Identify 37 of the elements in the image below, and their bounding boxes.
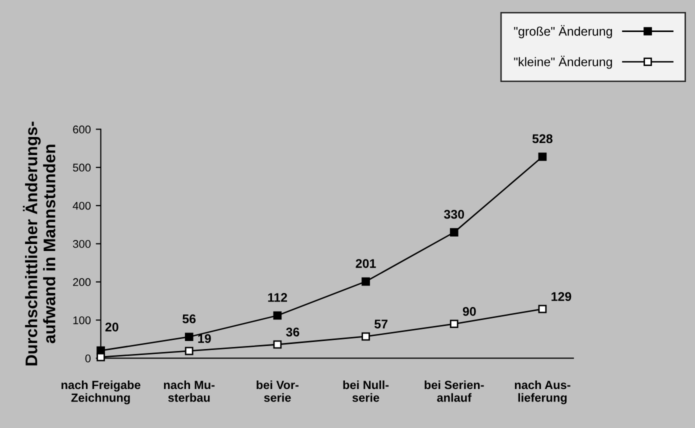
legend-label: "große" Änderung	[514, 25, 612, 38]
x-tick-label: nach Mu- sterbau	[164, 380, 215, 402]
point	[273, 311, 282, 320]
point	[273, 340, 282, 349]
point	[362, 332, 370, 341]
data-label: 129	[552, 292, 572, 301]
point	[450, 228, 458, 236]
x-tick-label: nach Freigabe Zeichnung	[62, 380, 140, 404]
point	[184, 332, 194, 342]
y-tick-label: 100	[73, 316, 91, 324]
y-axis-title: Durchschnittlicher Änderungs- aufwand in Mannstunden	[22, 122, 56, 366]
y-tick-label: 600	[73, 126, 91, 134]
y-tick-label: 200	[73, 278, 91, 286]
point	[538, 304, 547, 314]
data-label: 201	[356, 259, 376, 268]
x-tick-label: bei Null- serie	[343, 380, 389, 402]
data-label: 36	[286, 328, 300, 336]
data-label: 330	[444, 210, 464, 219]
y-tick-label: 300	[72, 240, 91, 248]
data-label: 19	[198, 334, 211, 343]
point	[362, 277, 370, 286]
y-tick-label: 500	[72, 164, 91, 172]
y-tick-label: 400	[72, 202, 91, 210]
y-tick-label: 0	[85, 354, 91, 362]
data-label: 57	[374, 320, 388, 328]
data-label: 20	[105, 322, 118, 332]
data-label: 90	[462, 307, 476, 316]
point	[184, 346, 194, 356]
x-tick-label: bei Vor- serie	[256, 380, 299, 402]
x-tick-label: bei Serien- anlauf	[424, 380, 484, 402]
point	[538, 152, 547, 161]
x-tick-label: nach Aus- lieferung	[514, 380, 570, 404]
point	[450, 320, 458, 328]
legend-label: "kleine" Änderung	[514, 56, 612, 69]
data-label: 528	[532, 134, 553, 144]
data-label: 112	[268, 293, 288, 302]
data-label: 56	[182, 314, 196, 324]
